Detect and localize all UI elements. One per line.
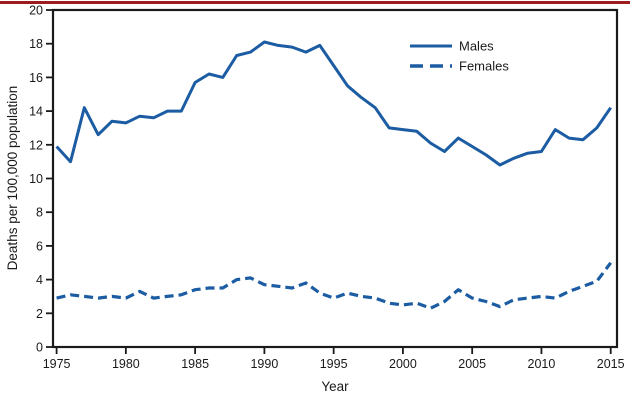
series-line-females (56, 261, 612, 310)
x-tick-label: 2005 (458, 357, 486, 371)
y-axis-ticks: 0 2 4 6 8 10 12 14 16 18 20 (29, 4, 53, 355)
y-tick-label: 10 (29, 172, 43, 186)
x-axis-title: Year (321, 379, 349, 394)
y-tick-label: 18 (29, 37, 43, 51)
y-tick-label: 16 (29, 71, 43, 85)
y-tick-label: 20 (29, 4, 43, 18)
y-tick-label: 6 (36, 239, 43, 253)
y-tick-label: 14 (29, 105, 43, 119)
y-tick-label: 2 (36, 307, 43, 321)
x-tick-label: 2000 (389, 357, 417, 371)
x-tick-label: 2010 (528, 357, 556, 371)
data-series-lines (55, 40, 612, 310)
x-tick-label: 1975 (43, 357, 71, 371)
series-line-males (55, 40, 612, 167)
legend: Males Females (410, 39, 509, 74)
x-tick-label: 2015 (597, 357, 625, 371)
x-tick-label: 1980 (112, 357, 140, 371)
y-tick-label: 4 (36, 273, 43, 287)
y-axis-title: Deaths per 100,000 population (5, 86, 20, 271)
x-tick-label: 1990 (250, 357, 278, 371)
y-tick-label: 0 (36, 341, 43, 355)
x-axis-ticks: 1975 1980 1985 1990 1995 2000 2005 2010 2015 (43, 347, 625, 371)
x-tick-label: 1985 (181, 357, 209, 371)
mmwr-red-rule (0, 1, 630, 4)
legend-females-label: Females (459, 59, 509, 74)
x-tick-label: 1995 (320, 357, 348, 371)
y-tick-label: 12 (29, 138, 43, 152)
y-tick-label: 8 (36, 206, 43, 220)
legend-males-label: Males (459, 39, 494, 54)
